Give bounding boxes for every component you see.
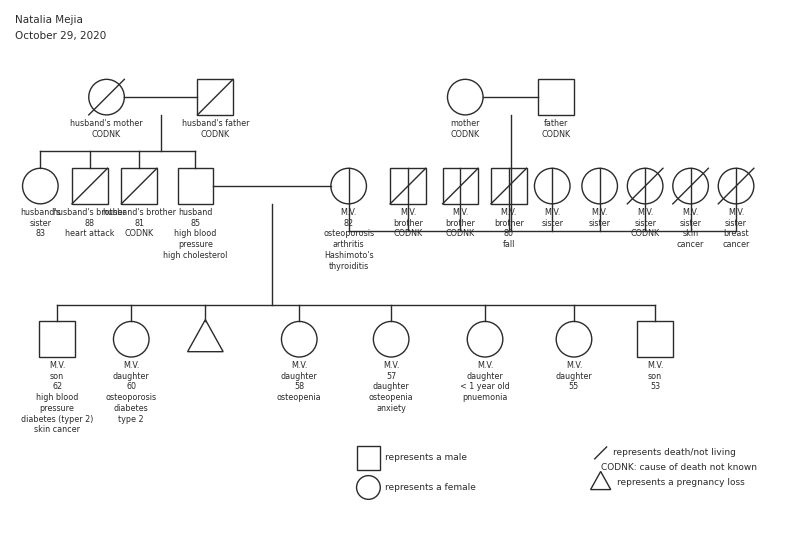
Bar <box>122 168 157 204</box>
Bar <box>538 79 574 115</box>
Text: M.V.
sister
CODNK: M.V. sister CODNK <box>630 208 660 238</box>
Text: husband's father
CODNK: husband's father CODNK <box>182 119 249 139</box>
Text: M.V.
sister
breast
cancer: M.V. sister breast cancer <box>722 208 750 249</box>
Text: Natalia Mejia: Natalia Mejia <box>14 15 82 25</box>
Text: M.V.
daughter
55: M.V. daughter 55 <box>556 361 592 392</box>
Bar <box>178 168 214 204</box>
Text: M.V.
daughter
58
osteopenia: M.V. daughter 58 osteopenia <box>277 361 322 402</box>
Text: M.V.
57
daughter
osteopenia
anxiety: M.V. 57 daughter osteopenia anxiety <box>369 361 414 413</box>
Text: M.V.
daughter
60
osteoporosis
diabetes
type 2: M.V. daughter 60 osteoporosis diabetes t… <box>106 361 157 424</box>
Text: represents a female: represents a female <box>386 483 476 492</box>
Text: husband's brother
81
CODNK: husband's brother 81 CODNK <box>102 208 176 238</box>
Text: represents death/not living: represents death/not living <box>613 448 735 458</box>
Bar <box>390 168 426 204</box>
Text: October 29, 2020: October 29, 2020 <box>14 31 106 41</box>
Bar <box>442 168 478 204</box>
Text: husband
85
high blood
pressure
high cholesterol: husband 85 high blood pressure high chol… <box>163 208 228 260</box>
Bar <box>357 446 380 470</box>
Text: mother
CODNK: mother CODNK <box>450 119 480 139</box>
Text: M.V.
daughter
< 1 year old
pnuemonia: M.V. daughter < 1 year old pnuemonia <box>460 361 510 402</box>
Bar <box>39 321 75 357</box>
Text: CODNK: cause of death not known: CODNK: cause of death not known <box>601 463 757 472</box>
Text: husband's mother
CODNK: husband's mother CODNK <box>70 119 143 139</box>
Text: represents a pregnancy loss: represents a pregnancy loss <box>618 478 746 487</box>
Text: father
CODNK: father CODNK <box>542 119 570 139</box>
Bar <box>198 79 233 115</box>
Text: M.V.
son
53: M.V. son 53 <box>647 361 663 392</box>
Text: M.V.
82
osteoporosis
arthritis
Hashimoto's
thyroiditis: M.V. 82 osteoporosis arthritis Hashimoto… <box>323 208 374 271</box>
Bar <box>638 321 673 357</box>
Text: M.V.
sister
skin
cancer: M.V. sister skin cancer <box>677 208 704 249</box>
Text: M.V.
brother
CODNK: M.V. brother CODNK <box>446 208 475 238</box>
Text: M.V.
sister: M.V. sister <box>542 208 563 228</box>
Text: M.V.
brother
CODNK: M.V. brother CODNK <box>393 208 423 238</box>
Text: M.V.
son
62
high blood
pressure
diabetes (typer 2)
skin cancer: M.V. son 62 high blood pressure diabetes… <box>21 361 94 434</box>
Bar <box>72 168 107 204</box>
Text: husband's brother
88
heart attack: husband's brother 88 heart attack <box>54 208 126 238</box>
Bar <box>491 168 526 204</box>
Text: M.V.
brother
80
fall: M.V. brother 80 fall <box>494 208 524 249</box>
Text: represents a male: represents a male <box>386 453 467 463</box>
Text: M.V.
sister: M.V. sister <box>589 208 610 228</box>
Text: husband's
sister
83: husband's sister 83 <box>20 208 61 238</box>
